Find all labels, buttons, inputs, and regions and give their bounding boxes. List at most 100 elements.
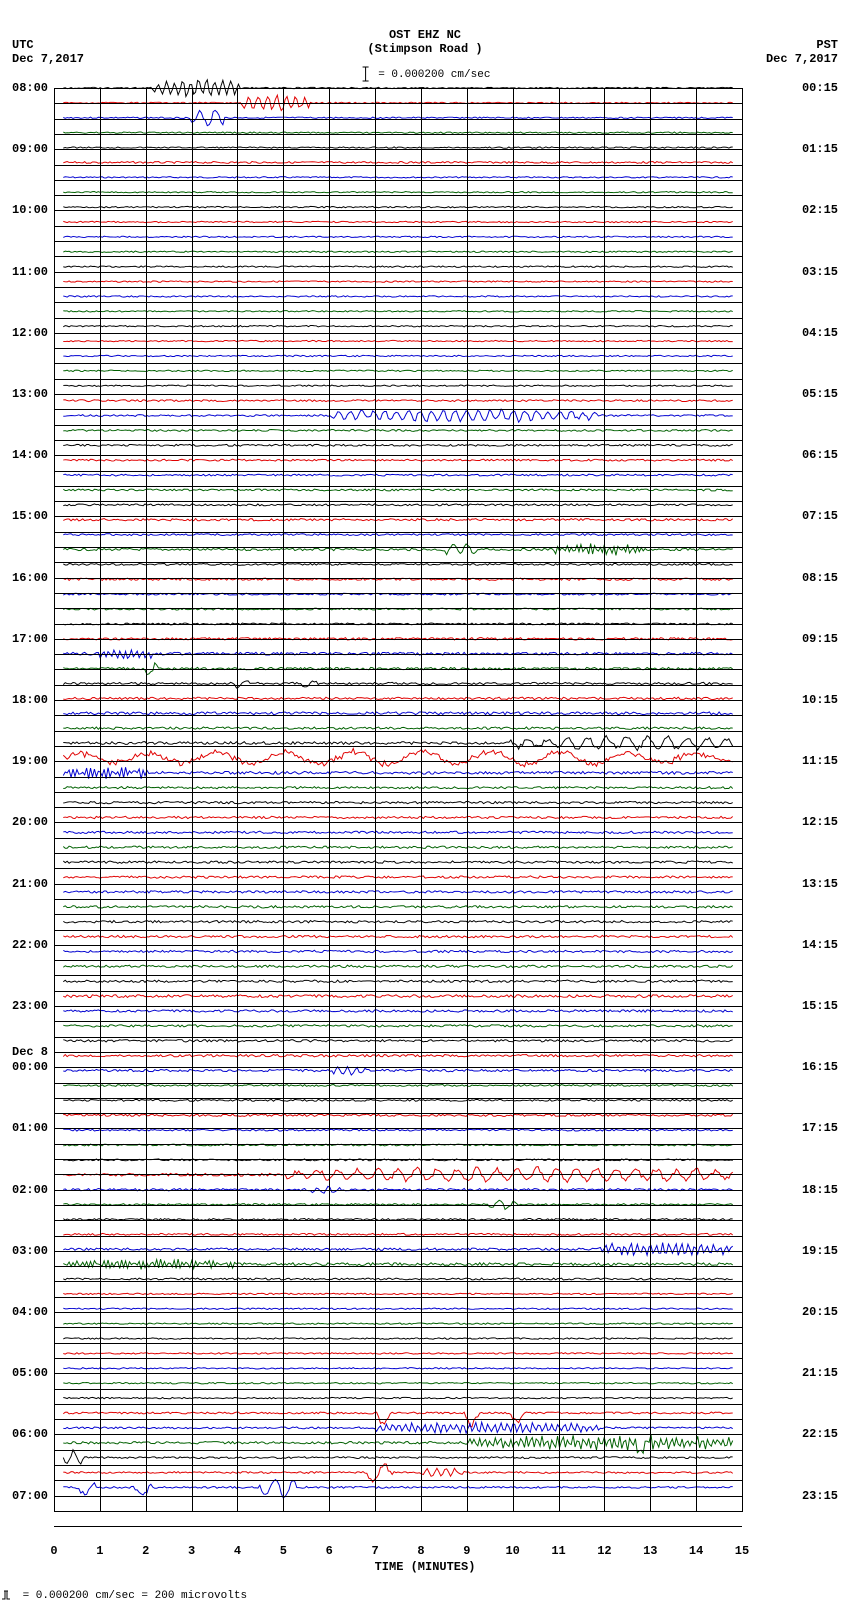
- seismic-trace: [63, 444, 732, 446]
- grid-horizontal: [54, 792, 742, 793]
- seismic-trace: [63, 965, 732, 967]
- seismic-trace: [63, 1129, 732, 1131]
- pst-time-label: 13:15: [802, 877, 838, 891]
- x-tick-label: 1: [96, 1544, 103, 1558]
- grid-horizontal: [54, 241, 742, 242]
- seismic-trace: [63, 400, 732, 402]
- grid-horizontal: [54, 1373, 742, 1374]
- utc-time-label: 17:00: [12, 632, 48, 646]
- grid-horizontal: [54, 1480, 742, 1481]
- pst-time-label: 21:15: [802, 1366, 838, 1380]
- grid-horizontal: [54, 700, 742, 701]
- grid-horizontal: [54, 1450, 742, 1451]
- grid-horizontal: [54, 654, 742, 655]
- seismic-trace: [63, 236, 732, 237]
- seismic-trace: [63, 1040, 732, 1042]
- grid-horizontal: [54, 1511, 742, 1512]
- utc-time-label: 01:00: [12, 1121, 48, 1135]
- x-tick-label: 11: [551, 1544, 565, 1558]
- seismic-trace: [63, 906, 732, 908]
- utc-time-label: 22:00: [12, 938, 48, 952]
- grid-horizontal: [54, 1190, 742, 1191]
- seismic-trace: [63, 1099, 732, 1101]
- grid-horizontal: [54, 348, 742, 349]
- seismic-trace: [63, 192, 732, 193]
- grid-horizontal: [54, 914, 742, 915]
- utc-time-label: 20:00: [12, 815, 48, 829]
- left-date-label: Dec 7,2017: [12, 52, 84, 66]
- utc-time-label: 18:00: [12, 693, 48, 707]
- grid-horizontal: [54, 884, 742, 885]
- pst-time-label: 14:15: [802, 938, 838, 952]
- grid-horizontal: [54, 134, 742, 135]
- grid-horizontal: [54, 394, 742, 395]
- grid-horizontal: [54, 180, 742, 181]
- grid-horizontal: [54, 1358, 742, 1359]
- grid-horizontal: [54, 715, 742, 716]
- grid-horizontal: [54, 409, 742, 410]
- seismic-trace: [63, 921, 732, 923]
- plot-area: [54, 88, 742, 1512]
- grid-horizontal: [54, 608, 742, 609]
- grid-horizontal: [54, 287, 742, 288]
- grid-horizontal: [54, 88, 742, 89]
- seismic-trace: [63, 1422, 732, 1433]
- utc-time-label: 16:00: [12, 571, 48, 585]
- pst-time-label: 09:15: [802, 632, 838, 646]
- seismic-trace: [63, 1368, 732, 1369]
- grid-horizontal: [54, 930, 742, 931]
- seismic-trace: [63, 281, 732, 282]
- seismic-trace: [63, 712, 732, 715]
- grid-horizontal: [54, 1159, 742, 1160]
- seismic-trace: [63, 409, 732, 422]
- seismic-trace: [63, 385, 732, 386]
- pst-time-label: 02:15: [802, 203, 838, 217]
- grid-horizontal: [54, 210, 742, 211]
- seismic-trace: [63, 727, 732, 729]
- seismic-trace: [63, 831, 732, 833]
- utc-time-label: 19:00: [12, 754, 48, 768]
- utc-time-label: 05:00: [12, 1366, 48, 1380]
- pst-time-label: 04:15: [802, 326, 838, 340]
- x-tick-label: 13: [643, 1544, 657, 1558]
- grid-horizontal: [54, 1266, 742, 1267]
- seismic-trace: [63, 474, 732, 476]
- seismic-trace: [63, 816, 732, 818]
- utc-time-label: 07:00: [12, 1489, 48, 1503]
- seismic-trace: [63, 489, 732, 491]
- grid-vertical: [742, 88, 743, 1512]
- pst-time-label: 22:15: [802, 1427, 838, 1441]
- x-axis-title: TIME (MINUTES): [375, 1560, 476, 1574]
- x-tick-label: 14: [689, 1544, 703, 1558]
- seismic-trace: [63, 296, 732, 297]
- grid-horizontal: [54, 302, 742, 303]
- grid-horizontal: [54, 1434, 742, 1435]
- seismic-trace: [63, 1308, 732, 1309]
- grid-horizontal: [54, 777, 742, 778]
- grid-horizontal: [54, 1113, 742, 1114]
- grid-horizontal: [54, 1327, 742, 1328]
- grid-horizontal: [54, 1419, 742, 1420]
- pst-time-label: 05:15: [802, 387, 838, 401]
- grid-horizontal: [54, 945, 742, 946]
- pst-time-label: 16:15: [802, 1060, 838, 1074]
- utc-time-label: 13:00: [12, 387, 48, 401]
- seismic-trace: [63, 1084, 732, 1086]
- grid-horizontal: [54, 1220, 742, 1221]
- x-tick-label: 6: [326, 1544, 333, 1558]
- x-tick-label: 2: [142, 1544, 149, 1558]
- grid-horizontal: [54, 379, 742, 380]
- seismic-trace: [63, 861, 732, 863]
- grid-horizontal: [54, 1144, 742, 1145]
- pst-time-label: 15:15: [802, 999, 838, 1013]
- utc-time-label: 23:00: [12, 999, 48, 1013]
- x-tick-label: 4: [234, 1544, 241, 1558]
- scale-legend: = 0.000200 cm/sec: [360, 66, 491, 82]
- grid-horizontal: [54, 975, 742, 976]
- seismic-trace: [63, 1353, 732, 1354]
- grid-horizontal: [54, 669, 742, 670]
- grid-horizontal: [54, 1297, 742, 1298]
- utc-time-label: Dec 8: [12, 1045, 48, 1059]
- grid-horizontal: [54, 318, 742, 319]
- pst-time-label: 01:15: [802, 142, 838, 156]
